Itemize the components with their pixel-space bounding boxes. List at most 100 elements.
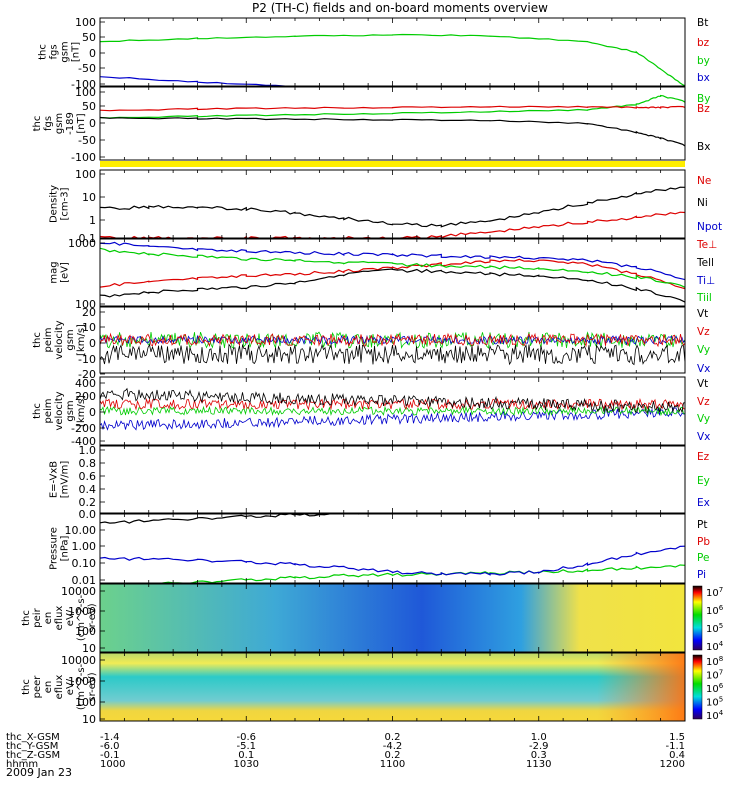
spectrogram-warm-p10 xyxy=(100,653,685,721)
y-tick-label: -100 xyxy=(71,151,96,164)
axis-row-value: -1.1 xyxy=(665,741,685,752)
legend-Npot: Npot xyxy=(697,221,722,233)
legend-Bx: Bx xyxy=(697,141,710,153)
legend-Ti⊥: Ti⊥ xyxy=(696,275,715,287)
y-axis-label: peer xyxy=(32,675,43,699)
velocity-trace xyxy=(100,405,685,417)
series-p3 xyxy=(100,186,685,238)
axis-row-label: thc_Z-GSM xyxy=(6,750,60,761)
y-axis-label: eV/ xyxy=(65,678,76,695)
axis-row-label: thc_Y-GSM xyxy=(6,741,58,752)
axis-row-value: 1.5 xyxy=(669,732,685,743)
y-axis-label: peim xyxy=(43,398,54,423)
y-axis-label: velocity xyxy=(54,320,65,359)
legend-by: by xyxy=(697,55,710,67)
y-tick-label: 0 xyxy=(89,117,96,130)
y-tick-label: -10 xyxy=(78,353,96,366)
y-tick-label: -50 xyxy=(78,134,96,147)
y-tick-label: 100 xyxy=(75,168,96,181)
legend-Vy: Vy xyxy=(697,344,710,356)
y-axis-label: [mV/m] xyxy=(60,461,71,499)
legend-Bz: Bz xyxy=(697,103,710,115)
y-tick-label: 100 xyxy=(75,16,96,29)
series-line-Pe xyxy=(137,564,685,583)
velocity-trace xyxy=(100,397,685,411)
y-axis-label: [eV] xyxy=(60,262,71,283)
legend-Ez: Ez xyxy=(697,451,710,463)
y-axis-label: eV/ xyxy=(65,609,76,626)
legend-Bt: Bt xyxy=(697,17,708,29)
y-tick-label: 0 xyxy=(89,337,96,350)
series-line-By xyxy=(100,94,685,119)
y-tick-label: 0 xyxy=(89,47,96,60)
date-label: 2009 Jan 23 xyxy=(6,766,72,779)
y-axis-label: thc xyxy=(21,610,32,626)
legend-Vx: Vx xyxy=(697,431,710,443)
y-axis-label: thc xyxy=(21,679,32,695)
y-axis-label: gsm xyxy=(54,113,65,134)
axis-row-value: 0.2 xyxy=(385,732,401,743)
series-line-Ti⊥ xyxy=(100,241,685,281)
y-axis-label: Density xyxy=(49,185,60,223)
colorbar-label: 106 xyxy=(706,604,724,617)
y-tick-label: 10000 xyxy=(61,654,96,667)
y-tick-label: -100 xyxy=(71,78,96,91)
y-axis-label: [km/s] xyxy=(76,395,87,427)
y-tick-label: 0.2 xyxy=(79,496,97,509)
y-axis-label: -189 xyxy=(65,112,76,135)
legend-Pe: Pe xyxy=(697,552,709,564)
velocity-trace xyxy=(100,334,685,346)
legend-Ne: Ne xyxy=(697,175,711,187)
axis-row-label: hhmm xyxy=(6,759,38,770)
y-tick-label: -20 xyxy=(78,368,96,381)
panel-frame xyxy=(99,169,686,239)
y-axis-label: gsm xyxy=(65,400,76,421)
y-tick-label: 0.0 xyxy=(79,508,97,521)
series-line-Tiil xyxy=(100,247,685,288)
y-axis-label: [nT] xyxy=(71,42,82,62)
colorbar-label: 104 xyxy=(706,640,724,653)
legend-Vx: Vx xyxy=(697,363,710,375)
colorbar-p9 xyxy=(692,585,703,651)
axis-row-label: thc_X-GSM xyxy=(6,732,60,743)
y-axis-label: peir xyxy=(32,607,43,627)
colorbar-label: 104 xyxy=(706,709,724,722)
series-line-by xyxy=(100,33,685,86)
series-line-Pt xyxy=(100,514,378,524)
axis-row-value: 0.4 xyxy=(669,750,685,761)
y-tick-label: 1 xyxy=(89,214,96,227)
bias-bar xyxy=(100,161,685,167)
y-tick-label: 0 xyxy=(89,406,96,419)
series-p2 xyxy=(100,94,685,147)
y-axis-label: mag xyxy=(49,261,60,283)
series-line-Te⊥ xyxy=(100,258,685,290)
y-tick-label: 10 xyxy=(82,642,96,655)
y-tick-label: 200 xyxy=(75,390,96,403)
y-tick-label: 100 xyxy=(75,696,96,709)
y-axis-label: [nT] xyxy=(76,113,87,133)
series-line-Ne xyxy=(100,211,685,238)
axis-row-value: 0.3 xyxy=(531,750,547,761)
y-axis-label: [nPa] xyxy=(60,535,71,561)
y-tick-label: 100 xyxy=(75,625,96,638)
y-tick-label: 400 xyxy=(75,377,96,390)
y-axis-label: en xyxy=(43,612,54,625)
series-line-Ni xyxy=(100,186,685,228)
y-tick-label: 1000 xyxy=(68,675,96,688)
colorbar-p10 xyxy=(692,654,703,720)
series-line-Pi xyxy=(100,545,685,576)
legend-Tell: Tell xyxy=(696,257,714,269)
panel-p1: 100 50 0 -50 -100 thc fgs gsm [nT] Bt bz by bx xyxy=(38,16,710,91)
y-axis-label: fgs xyxy=(49,44,60,59)
axis-row-value: 0.1 xyxy=(238,750,254,761)
y-axis-label: thc xyxy=(32,332,43,348)
axis-row-value: -0.1 xyxy=(100,750,120,761)
legend-bx: bx xyxy=(697,72,710,84)
legend-Ey: Ey xyxy=(697,475,710,487)
y-tick-label: 10 xyxy=(82,713,96,726)
y-tick-label: 50 xyxy=(82,31,96,44)
y-axis-label: [cm-3] xyxy=(60,187,71,220)
